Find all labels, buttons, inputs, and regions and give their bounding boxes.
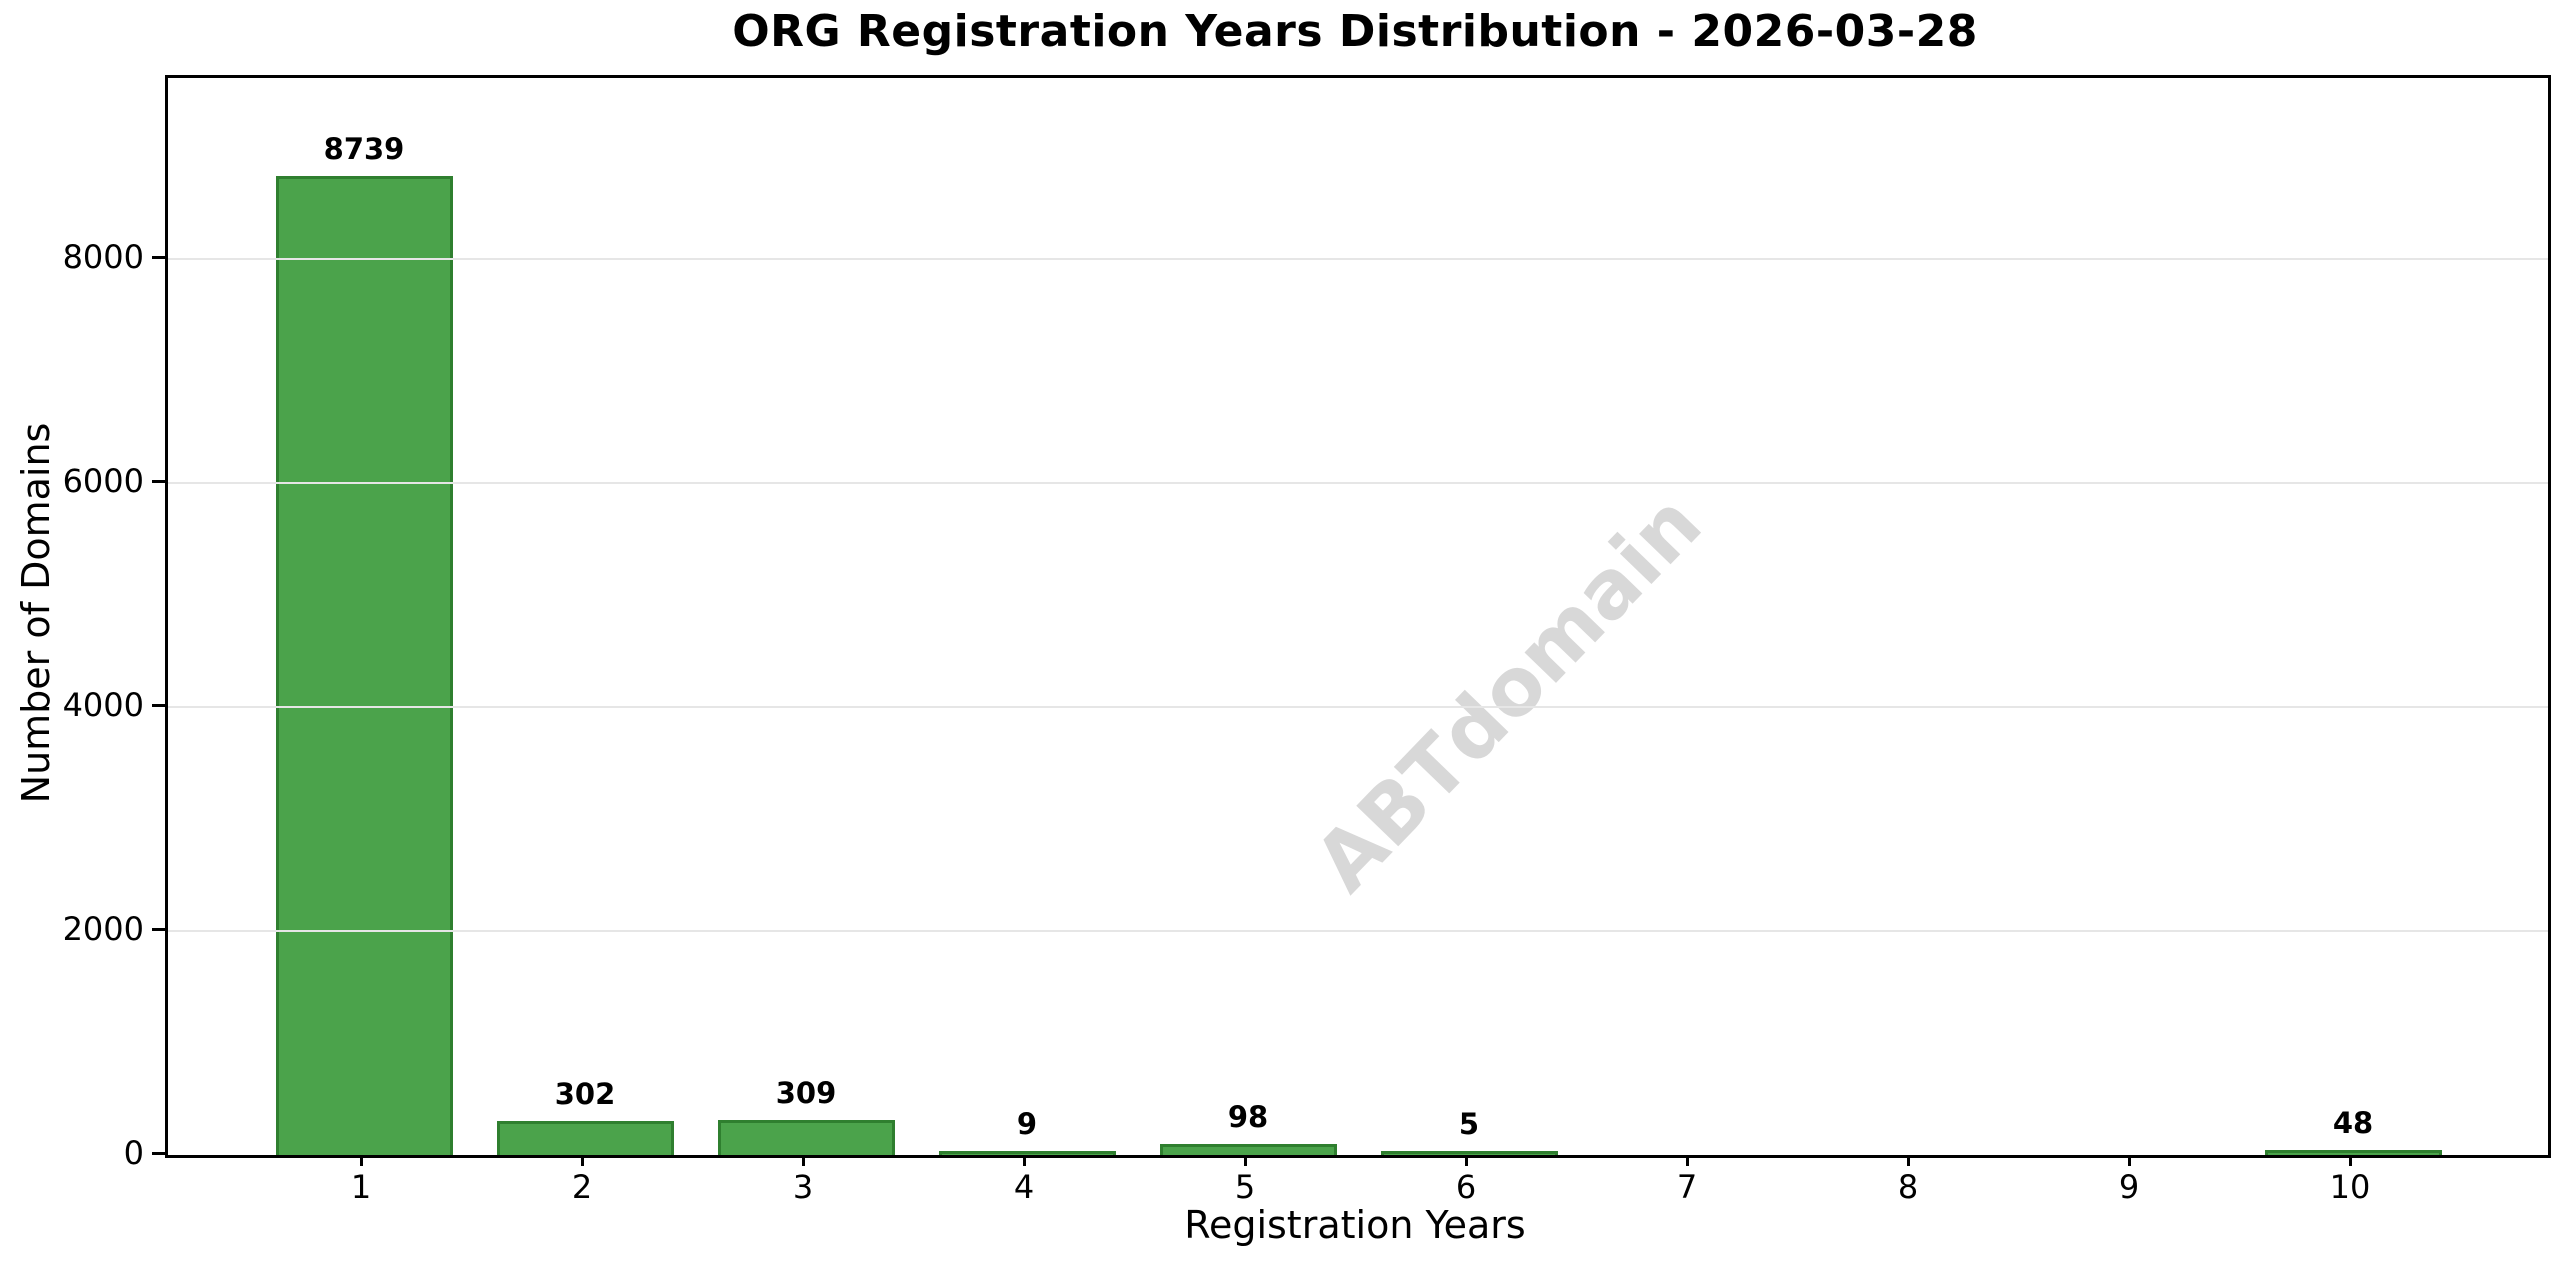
- bar-value-label-year-3: 309: [775, 1076, 837, 1111]
- gridline-y-6000: [168, 481, 2548, 484]
- x-tick-mark: [1464, 1155, 1468, 1166]
- bar-value-label-year-5: 98: [1227, 1100, 1269, 1135]
- y-tick-mark: [152, 479, 165, 483]
- bar-year-5: [1159, 1144, 1337, 1155]
- bar-year-10: [2264, 1149, 2442, 1155]
- x-tick-label-1: 1: [350, 1168, 372, 1206]
- x-axis-label: Registration Years: [1184, 1203, 1526, 1247]
- plot-area: ABTdomain 8739 302 309 9 98 5 48: [165, 75, 2551, 1158]
- bar-year-6: [1380, 1151, 1558, 1155]
- y-tick-mark: [152, 1152, 165, 1155]
- bar-year-4: [938, 1151, 1116, 1155]
- x-tick-label-2: 2: [571, 1168, 593, 1206]
- chart-title: ORG Registration Years Distribution - 20…: [732, 6, 1978, 57]
- watermark-text: ABTdomain: [1296, 476, 1720, 910]
- x-tick-mark: [1685, 1155, 1689, 1166]
- x-tick-label-8: 8: [1897, 1168, 1919, 1206]
- x-tick-label-4: 4: [1013, 1168, 1035, 1206]
- gridline-y-8000: [168, 257, 2548, 260]
- x-tick-label-6: 6: [1455, 1168, 1477, 1206]
- gridline-y-4000: [168, 705, 2548, 708]
- x-tick-mark: [1906, 1155, 1910, 1166]
- y-tick-mark: [152, 255, 165, 259]
- x-tick-label-10: 10: [2329, 1168, 2371, 1206]
- bar-value-label-year-6: 5: [1458, 1107, 1480, 1141]
- bar-value-label-year-2: 302: [554, 1077, 616, 1112]
- y-tick-mark: [152, 703, 165, 707]
- x-tick-mark: [580, 1155, 584, 1166]
- bar-value-label-year-10: 48: [2332, 1105, 2374, 1140]
- gridline-y-2000: [168, 929, 2548, 932]
- y-tick-label: 8000: [62, 237, 144, 276]
- x-tick-label-3: 3: [792, 1168, 814, 1206]
- bar-year-3: [717, 1120, 895, 1155]
- x-tick-label-5: 5: [1234, 1168, 1256, 1206]
- x-tick-label-9: 9: [2118, 1168, 2140, 1206]
- y-tick-label: 2000: [62, 909, 144, 948]
- bar-year-2: [496, 1121, 674, 1155]
- y-tick-label: 4000: [62, 685, 144, 724]
- x-tick-mark: [2348, 1155, 2352, 1166]
- y-tick-mark: [152, 927, 165, 931]
- bar-year-1: [275, 175, 453, 1155]
- y-tick-label: 0: [123, 1134, 144, 1172]
- x-tick-mark: [2127, 1155, 2131, 1166]
- x-tick-mark: [359, 1155, 363, 1166]
- bar-value-label-year-4: 9: [1016, 1107, 1038, 1141]
- x-tick-mark: [1022, 1155, 1026, 1166]
- bar-value-label-year-1: 8739: [323, 131, 405, 166]
- x-tick-mark: [801, 1155, 805, 1166]
- x-tick-mark: [1243, 1155, 1247, 1166]
- x-tick-label-7: 7: [1676, 1168, 1698, 1206]
- y-tick-label: 6000: [62, 461, 144, 500]
